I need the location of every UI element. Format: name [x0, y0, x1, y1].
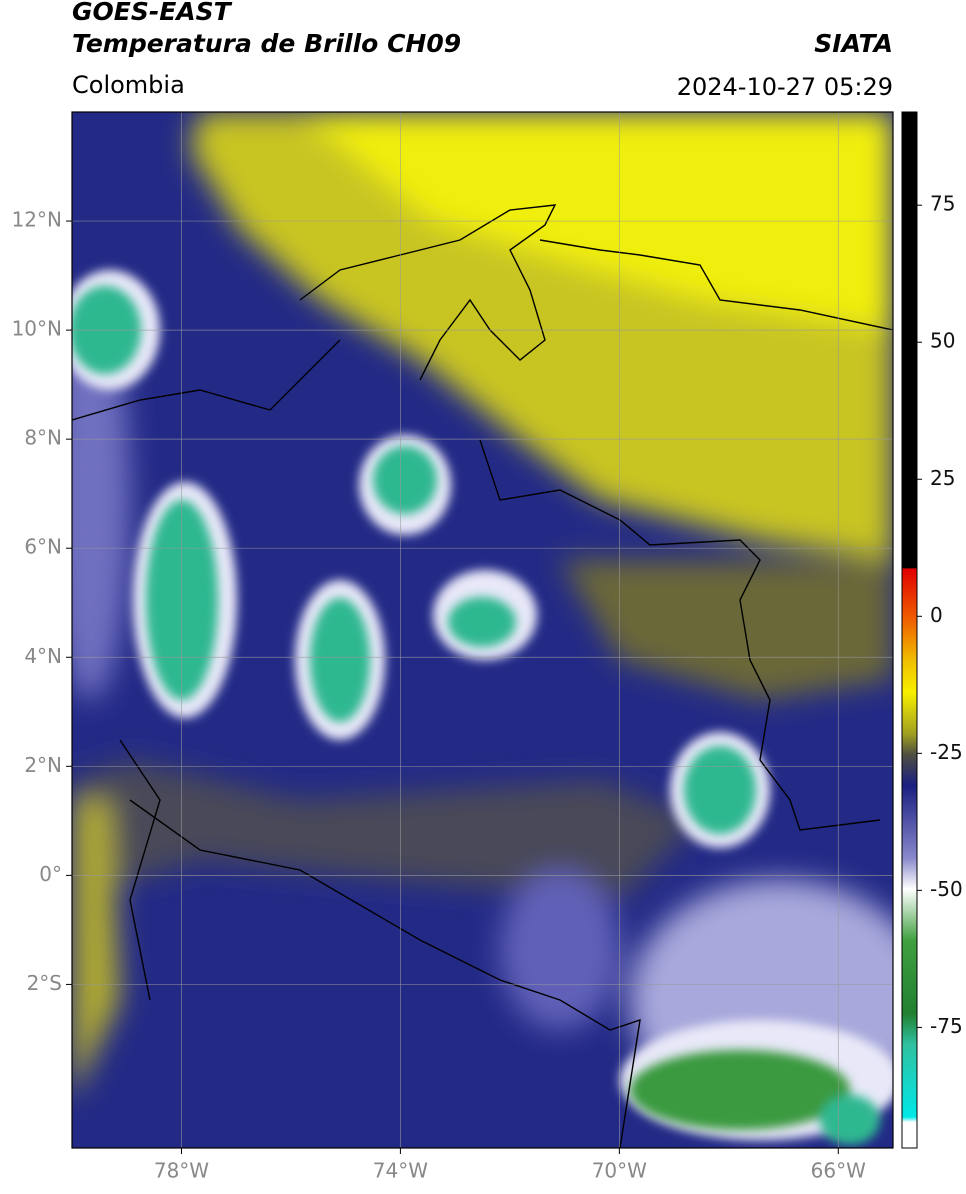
lon-tick-label: 70°W — [592, 1159, 647, 1183]
lon-tick-label: 78°W — [154, 1159, 209, 1183]
lat-tick-label: 8°N — [24, 426, 62, 450]
source: SIATA — [814, 29, 893, 58]
colorbar-tick-label: 25 — [930, 466, 955, 490]
lat-tick-label: 4°N — [24, 644, 62, 668]
lon-tick-label: 74°W — [373, 1159, 428, 1183]
title: GOES-EAST — [72, 0, 233, 26]
region: Colombia — [72, 71, 185, 99]
colorbar-tick-label: -50 — [930, 877, 963, 901]
lon-tick-label: 66°W — [811, 1159, 866, 1183]
graticule — [66, 112, 893, 1154]
colorbar-tick-label: 75 — [930, 192, 955, 216]
colorbar-tick-label: -75 — [930, 1014, 963, 1038]
map-frame — [71, 111, 894, 1149]
subtitle: Temperatura de Brillo CH09 — [72, 29, 461, 58]
lat-tick-label: 0° — [39, 862, 62, 886]
colorbar — [901, 111, 918, 1149]
lat-tick-label: 2°N — [24, 753, 62, 777]
lat-tick-label: 12°N — [12, 208, 62, 232]
satellite-image — [72, 112, 893, 1148]
colorbar-tick-label: 0 — [930, 603, 943, 627]
colorbar-tick-label: -25 — [930, 740, 963, 764]
colorbar-tick-label: 50 — [930, 329, 955, 353]
lat-tick-label: 6°N — [24, 535, 62, 559]
lat-tick-label: 10°N — [12, 317, 62, 341]
lat-tick-label: 2°S — [27, 971, 62, 995]
timestamp: 2024-10-27 05:29 — [677, 73, 893, 101]
